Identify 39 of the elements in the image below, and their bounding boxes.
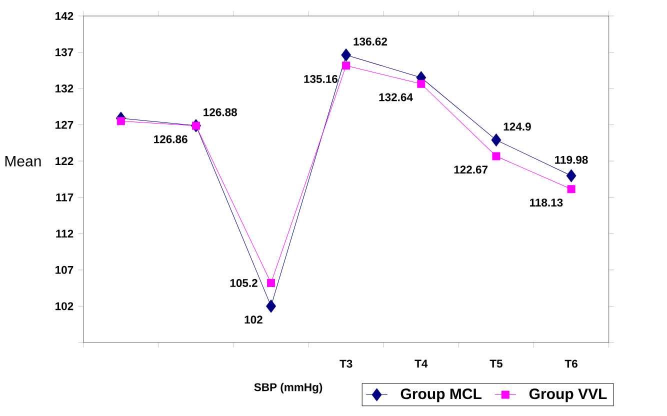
data-label: 132.64 <box>379 93 413 102</box>
y-tick-label: 142 <box>56 12 74 20</box>
y-tick-label: 127 <box>56 121 74 129</box>
point <box>417 80 426 88</box>
data-label: 122.67 <box>454 166 488 174</box>
y-tick-label: 102 <box>56 302 74 310</box>
point <box>492 152 500 160</box>
y-tick-label: 107 <box>56 266 74 274</box>
data-label: 105.2 <box>230 279 258 288</box>
y-tick-label: 122 <box>56 157 74 166</box>
y-tick-label: 132 <box>56 84 74 93</box>
data-label: 126.88 <box>204 108 237 116</box>
point <box>566 169 576 182</box>
x-tick-label: T3 <box>340 360 352 368</box>
point <box>192 122 200 130</box>
y-tick-label: 137 <box>56 48 74 56</box>
y-tick-label: 112 <box>56 230 74 238</box>
data-label: 126.86 <box>154 135 188 144</box>
y-tick-label: 117 <box>56 194 74 202</box>
data-label: 135.16 <box>304 75 338 84</box>
data-label: 102 <box>244 316 262 324</box>
data-label: 119.98 <box>555 156 588 164</box>
point <box>342 62 350 70</box>
x-tick-label: T5 <box>490 360 502 368</box>
x-tick-label: T6 <box>564 360 578 368</box>
point <box>116 117 125 126</box>
point <box>266 300 276 313</box>
point <box>567 185 576 194</box>
data-label: 136.62 <box>354 38 387 46</box>
legend-label: Group VVL <box>529 388 607 402</box>
point <box>491 134 502 147</box>
y-axis-title: Mean <box>5 156 41 167</box>
x-tick-label: T4 <box>414 360 428 368</box>
data-label: 118.13 <box>530 198 563 207</box>
data-label: 124.9 <box>504 122 531 131</box>
point <box>341 48 352 62</box>
legend-label: Group MCL <box>400 388 482 402</box>
x-axis-title: SBP (mmHg) <box>254 383 322 394</box>
point <box>267 279 276 288</box>
